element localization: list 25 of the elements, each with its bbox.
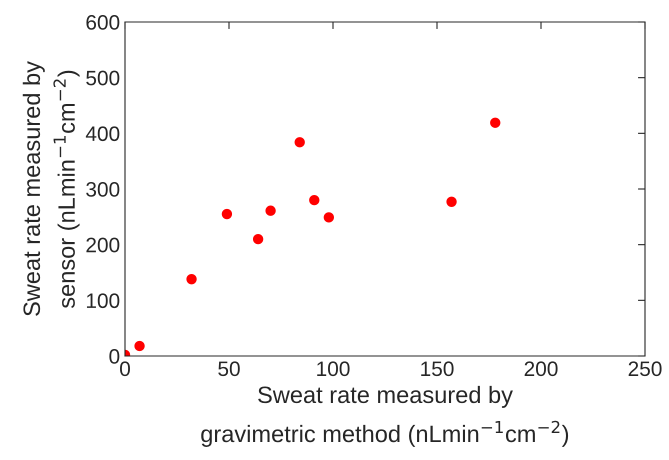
- y-tick-label: 200: [86, 238, 120, 252]
- y-tick-label: 100: [86, 293, 120, 308]
- y-tick-label: 400: [86, 126, 120, 142]
- point: [252, 234, 264, 244]
- x-tick-label: 250: [628, 361, 662, 376]
- y-tick-label: 0: [109, 349, 120, 364]
- x-tick-label: 50: [218, 361, 240, 376]
- point: [134, 340, 145, 352]
- point: [490, 118, 500, 128]
- point: [294, 137, 305, 148]
- y-tick-label: 500: [86, 70, 120, 86]
- x-axis-title: Sweat rate measured by gravimetric method (nLmin$^{−1}$cm$^{−2}$): [201, 386, 568, 447]
- x-tick-label: 150: [421, 361, 454, 376]
- point: [186, 274, 197, 284]
- point: [446, 196, 457, 207]
- x-tick-label: 0: [120, 361, 130, 376]
- point: [309, 194, 320, 206]
- y-axis-title: Sweat rate measured by sensor (nLmin$^{−1}$cm$^{−2}$): [22, 61, 80, 316]
- point: [324, 212, 334, 223]
- point: [222, 208, 232, 220]
- point: [265, 206, 276, 216]
- x-tick-label: 100: [317, 361, 350, 376]
- y-tick-label: 600: [86, 15, 120, 30]
- x-tick-label: 200: [524, 361, 558, 376]
- y-tick-label: 300: [86, 182, 120, 197]
